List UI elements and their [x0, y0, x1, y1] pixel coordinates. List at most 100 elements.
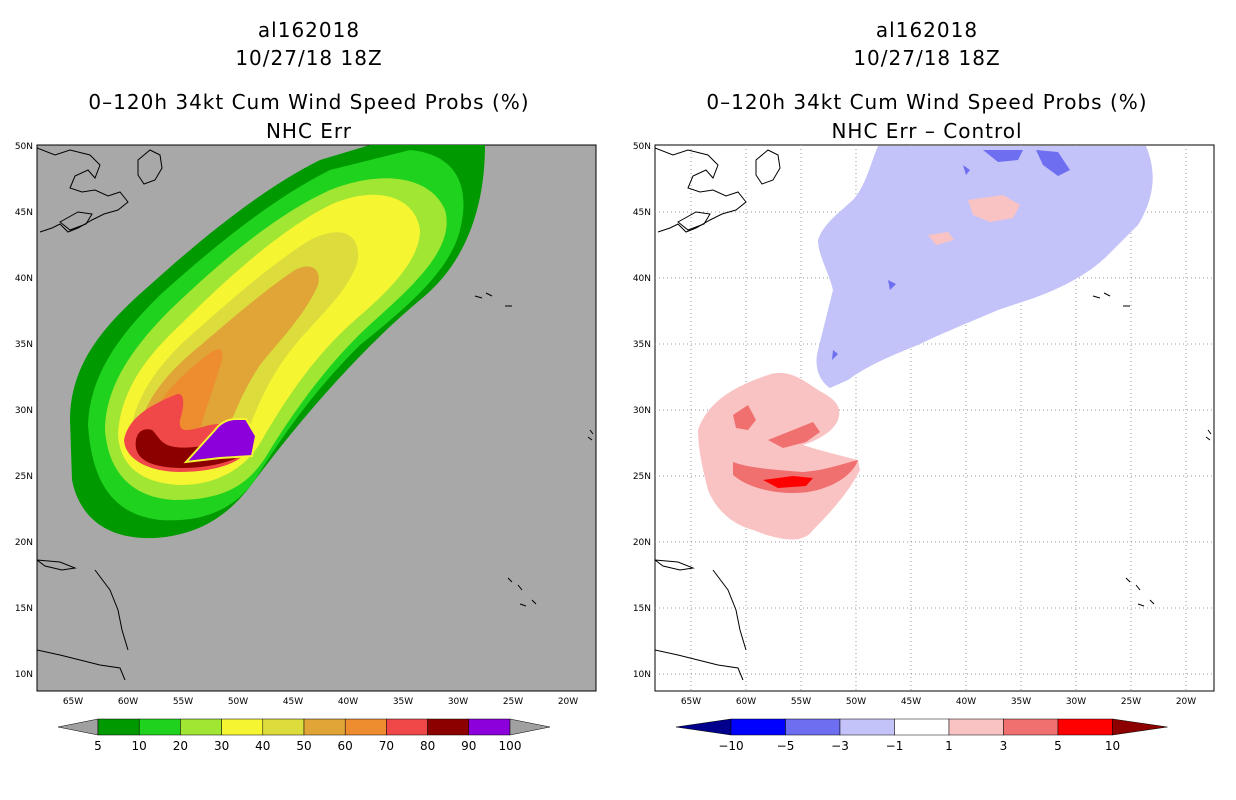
- coast-nova-scotia: [59, 211, 93, 231]
- colorbar-cell: [785, 718, 841, 736]
- diff-neg-4: [963, 165, 970, 175]
- colorbar-cell: [730, 718, 786, 736]
- coast-south-america: [655, 649, 744, 681]
- colorbar-label: 10: [132, 739, 147, 753]
- colorbar-arrow-low: [675, 718, 732, 736]
- colorbar-label: 40: [255, 739, 270, 753]
- coast-cape-verde: [1125, 577, 1155, 607]
- colorbar-cell: [97, 718, 140, 736]
- colorbar-cell: [221, 718, 264, 736]
- variant-title: NHC Err – Control: [831, 119, 1023, 143]
- coast-caribbean-1: [655, 559, 695, 571]
- lon-label: 55W: [173, 697, 193, 707]
- lon-label: 50W: [846, 697, 866, 707]
- lat-label: 50N: [15, 142, 33, 152]
- colorbar-cell: [180, 718, 222, 736]
- colorbar-cell: [468, 718, 511, 736]
- colorbar-label: 30: [214, 739, 229, 753]
- diff-pos-core: [763, 476, 813, 488]
- lon-label: 25W: [503, 697, 523, 707]
- lon-label: 65W: [63, 697, 83, 707]
- lon-label: 20W: [558, 697, 578, 707]
- colorbar-cell: [427, 718, 470, 736]
- diff-pos-north-2: [928, 232, 954, 245]
- coast-newfoundland: [137, 149, 163, 185]
- coast-newfoundland: [755, 149, 781, 185]
- colorbar-label: 5: [94, 739, 102, 753]
- lon-axis: 65W 60W 55W 50W 45W 40W 35W 30W 25W 20W: [681, 697, 1196, 707]
- lon-label: 45W: [901, 697, 921, 707]
- colorbar-cell: [138, 718, 181, 736]
- lat-label: 35N: [15, 340, 33, 350]
- lon-label: 55W: [791, 697, 811, 707]
- colorbar-arrow-high: [1112, 718, 1168, 736]
- coast-caribbean-2: [94, 569, 129, 651]
- colorbar-label: 20: [173, 739, 188, 753]
- lon-axis: 65W 60W 55W 50W 45W 40W 35W 30W 25W 20W: [63, 697, 578, 707]
- colorbar-label: −10: [718, 739, 743, 753]
- colorbar-right: −10 −5 −3 −1 1 3 5 10: [675, 718, 1168, 753]
- diff-neg-3: [1036, 150, 1070, 176]
- coast-north-america: [37, 147, 129, 233]
- lon-label: 25W: [1121, 697, 1141, 707]
- lon-label: 35W: [393, 697, 413, 707]
- lat-label: 30N: [633, 406, 651, 416]
- left-map-svg: 50N 45N 40N 35N 30N 25N 20N 15N 10N 65W …: [15, 142, 597, 753]
- lat-label: 15N: [15, 604, 33, 614]
- colorbar-cell: [1057, 718, 1113, 736]
- diff-neg-6: [832, 350, 838, 360]
- lat-label: 10N: [15, 670, 33, 680]
- diff-neg-5: [888, 280, 896, 290]
- product-title: 0–120h 34kt Cum Wind Speed Probs (%): [88, 90, 530, 114]
- diff-pos-mid-2: [768, 422, 820, 448]
- lat-label: 30N: [15, 406, 33, 416]
- colorbar-cell: [948, 718, 1004, 736]
- coast-azores: [1092, 292, 1130, 307]
- product-title: 0–120h 34kt Cum Wind Speed Probs (%): [706, 90, 1148, 114]
- storm-id-title: al162018: [257, 18, 361, 42]
- date-title: 10/27/18 18Z: [235, 46, 383, 70]
- colorbar-label: 60: [338, 739, 353, 753]
- colorbar-cell: [1003, 718, 1059, 736]
- lon-label: 50W: [228, 697, 248, 707]
- probability-field: [70, 145, 485, 539]
- coast-canary: [1205, 429, 1212, 441]
- coast-caribbean-1: [37, 559, 77, 571]
- coast-cape-verde: [507, 577, 537, 607]
- colorbar-label: −1: [886, 739, 904, 753]
- coast-south-america: [37, 649, 126, 681]
- coast-caribbean-2: [712, 569, 747, 651]
- colorbar-label: 3: [1000, 739, 1008, 753]
- lat-axis: 50N 45N 40N 35N 30N 25N 20N 15N 10N: [15, 142, 33, 680]
- right-map-svg: 50N 45N 40N 35N 30N 25N 20N 15N 10N 65W …: [633, 142, 1215, 753]
- colorbar-label: 100: [499, 739, 522, 753]
- diff-pos-north: [968, 195, 1020, 222]
- colorbar-label: 50: [296, 739, 311, 753]
- colorbar-cell: [344, 718, 387, 736]
- colorbar-cell: [386, 718, 428, 736]
- coast-north-america: [655, 147, 747, 233]
- colorbar-label: 80: [420, 739, 435, 753]
- colorbar-arrow-low: [57, 718, 99, 736]
- colorbar-label: 10: [1105, 739, 1120, 753]
- colorbar-cell: [894, 718, 950, 736]
- colorbar-left: 5 10 20 30 40 50 60 70 80 90 100: [57, 718, 551, 753]
- coastlines: [37, 147, 594, 681]
- date-title: 10/27/18 18Z: [853, 46, 1001, 70]
- lon-label: 45W: [283, 697, 303, 707]
- storm-id-title: al162018: [875, 18, 979, 42]
- lon-label: 30W: [1066, 697, 1086, 707]
- lat-label: 20N: [633, 538, 651, 548]
- lat-label: 25N: [15, 472, 33, 482]
- lon-label: 20W: [1176, 697, 1196, 707]
- difference-field: [698, 146, 1153, 540]
- lat-label: 50N: [633, 142, 651, 152]
- lat-label: 35N: [633, 340, 651, 350]
- variant-title: NHC Err: [265, 119, 353, 143]
- colorbar-cell: [262, 718, 305, 736]
- coast-azores: [474, 292, 512, 307]
- lat-label: 45N: [15, 208, 33, 218]
- colorbar-cell: [303, 718, 346, 736]
- colorbar-cell: [839, 718, 895, 736]
- diff-pos-mid-1: [733, 405, 756, 430]
